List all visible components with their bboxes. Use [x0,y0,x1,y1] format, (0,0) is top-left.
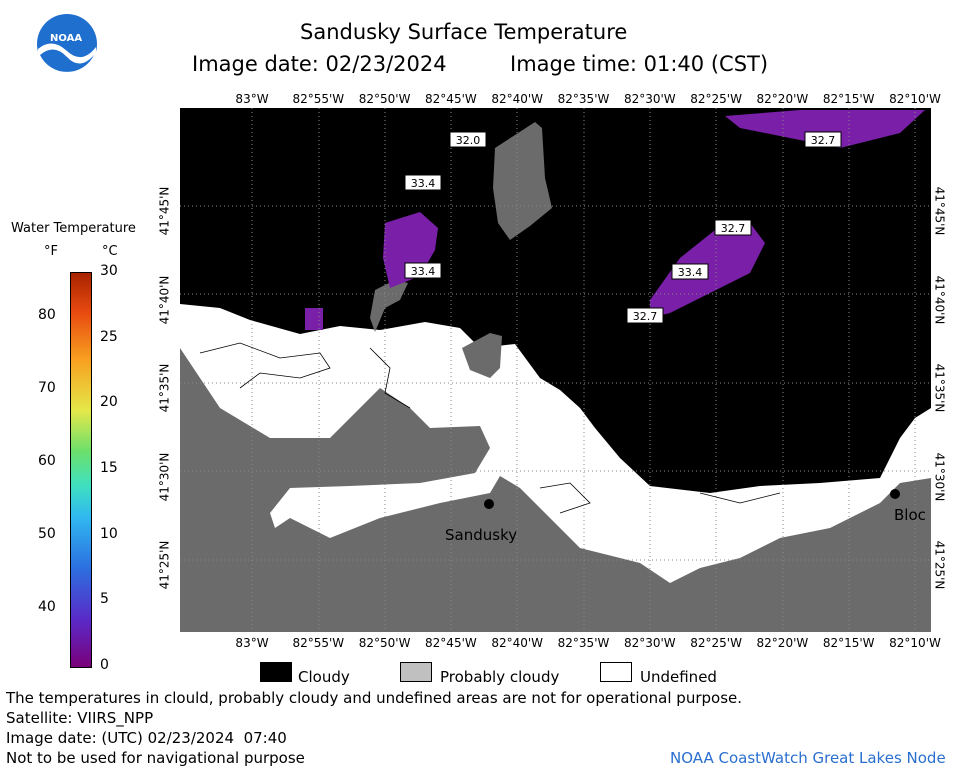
lon-tick-label: 82°40'W [491,92,544,106]
colorbar-tick-f: 50 [38,525,56,542]
lat-tick-label: 41°45'N [157,186,172,236]
colorbar-tick-f: 60 [38,452,56,469]
lon-tick-label: 82°40'W [491,636,544,650]
lon-tick-label: 83°W [235,636,269,650]
lon-tick-label: 82°35'W [557,92,610,106]
graticule [180,108,931,632]
lon-tick-label: 82°10'W [889,636,941,650]
probably-cloudy-patch [462,333,502,378]
lon-tick-label: 82°30'W [623,92,676,106]
city-label-sandusky: Sandusky [445,526,517,544]
temp-label: 32.7 [721,222,746,235]
lon-tick-label: 82°55'W [292,636,345,650]
image-time: Image time: 01:40 (CST) [510,52,769,76]
legend-swatch-probably-cloudy [400,662,432,682]
lon-tick-label: 82°25'W [690,636,742,650]
disclaimer: The temperatures in clould, probably clo… [6,689,743,707]
colorbar [70,272,92,668]
colorbar-unit-c: °C [102,244,118,259]
lon-tick-label: 82°15'W [822,636,875,650]
legend-undefined: Undefined [640,668,717,686]
nav-warning: Not to be used for navigational purpose [6,749,305,767]
lon-tick-label: 82°50'W [358,636,411,650]
colorbar-tick-f: 70 [38,379,56,396]
bloc-marker [890,489,900,499]
temp-label: 33.4 [411,265,436,278]
temp-label: 32.7 [633,310,658,323]
lat-tick-label: 41°40'N [932,275,947,324]
lat-tick-label: 41°30'N [157,452,172,501]
temp-label: 33.4 [678,266,703,279]
warm-water-patch [383,212,438,288]
warm-water-patch [725,110,925,148]
lon-tick-label: 82°15'W [822,92,875,106]
lon-tick-label: 82°45'W [425,636,477,650]
lon-tick-label: 82°20'W [756,92,809,106]
credit-link[interactable]: NOAA CoastWatch Great Lakes Node [670,749,946,767]
lon-tick-label: 82°20'W [756,636,809,650]
utc-date: Image date: (UTC) 02/23/2024 07:40 [6,729,287,747]
noaa-logo-text: NOAA [50,33,83,44]
temp-labels: 32.0 33.4 33.4 32.7 33.4 32.7 32.7 [404,131,842,324]
lat-tick-label: 41°25'N [932,540,947,590]
legend-swatch-cloudy [260,662,292,682]
temp-label: 32.0 [456,134,481,147]
lat-tick-label: 41°45'N [932,186,947,236]
lon-tick-label: 82°30'W [623,636,676,650]
warm-water-patch [305,308,323,330]
land-area [180,348,931,632]
page-title: Sandusky Surface Temperature [300,20,628,44]
map-svg: 32.0 33.4 33.4 32.7 33.4 32.7 32.7 Sandu… [180,108,931,632]
colorbar-unit-f: °F [44,244,58,259]
colorbar-title: Water Temperature [11,221,136,236]
temp-label: 32.7 [811,134,836,147]
lat-tick-label: 41°30'N [932,452,947,501]
satellite: Satellite: VIIRS_NPP [6,709,154,727]
lon-tick-label: 82°10'W [889,92,941,106]
sandusky-marker [484,499,494,509]
contours [199,342,781,514]
city-label-bloc: Bloc [894,506,926,524]
lat-tick-label: 41°40'N [157,275,172,324]
probably-cloudy-patch [370,280,408,332]
colorbar-tick-c: 30 [100,263,118,279]
lat-tick-label: 41°35'N [932,363,947,413]
lat-tick-label: 41°25'N [157,540,172,590]
lon-tick-label: 82°25'W [690,92,742,106]
lon-tick-label: 82°55'W [292,92,345,106]
colorbar-tick-f: 80 [38,306,56,323]
lon-tick-label: 82°35'W [557,636,610,650]
colorbar-tick-f: 40 [38,598,56,615]
colorbar-tick-c: 15 [100,460,118,476]
noaa-logo-icon: NOAA [36,13,98,76]
legend-cloudy: Cloudy [298,668,350,686]
image-date: Image date: 02/23/2024 [192,52,447,76]
colorbar-tick-c: 0 [100,657,109,673]
legend-swatch-undefined [600,662,632,682]
colorbar-tick-c: 10 [100,525,118,542]
lon-tick-label: 82°50'W [358,92,411,106]
probably-cloudy-patch [493,122,552,240]
lon-tick-label: 82°45'W [425,92,477,106]
temp-label: 33.4 [411,177,436,190]
colorbar-tick-c: 20 [100,394,118,411]
colorbar-tick-c: 25 [100,328,118,345]
map-frame: 32.0 33.4 33.4 32.7 33.4 32.7 32.7 Sandu… [180,108,931,632]
legend-probably-cloudy: Probably cloudy [440,668,560,686]
colorbar-tick-c: 5 [100,591,109,608]
lat-tick-label: 41°35'N [157,363,172,413]
lon-tick-label: 83°W [235,92,269,106]
